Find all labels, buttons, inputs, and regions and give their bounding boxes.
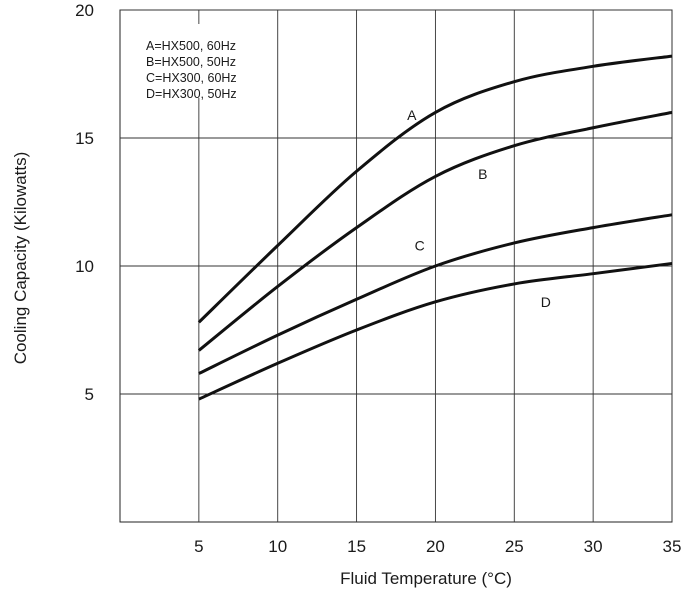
series-line-A — [197, 54, 673, 324]
legend-entry: C=HX300, 60Hz — [146, 71, 237, 85]
x-axis-title: Fluid Temperature (°C) — [340, 569, 512, 588]
series-line-B — [197, 110, 673, 352]
legend-entry: B=HX500, 50Hz — [146, 55, 236, 69]
x-tick-label: 5 — [194, 537, 203, 556]
series-line-C — [198, 213, 673, 375]
series-line-D — [198, 261, 673, 401]
x-tick-label: 30 — [584, 537, 603, 556]
x-tick-label: 10 — [268, 537, 287, 556]
x-tick-label: 35 — [663, 537, 682, 556]
y-axis-title: Cooling Capacity (Kilowatts) — [11, 152, 30, 365]
y-tick-label: 5 — [85, 385, 94, 404]
curves — [197, 54, 673, 401]
y-tick-label: 10 — [75, 257, 94, 276]
curve-label-C: C — [415, 238, 425, 254]
x-tick-label: 15 — [347, 537, 366, 556]
curve-label-B: B — [478, 166, 487, 182]
y-tick-labels: 5 10 15 20 — [75, 1, 94, 404]
curve-labels: A B C D — [407, 107, 551, 310]
legend-box — [132, 24, 272, 98]
y-tick-label: 15 — [75, 129, 94, 148]
x-tick-label: 20 — [426, 537, 445, 556]
legend-entry: A=HX500, 60Hz — [146, 39, 236, 53]
x-tick-labels: 5 10 15 20 25 30 35 — [194, 537, 681, 556]
curve-label-D: D — [541, 294, 551, 310]
y-tick-label: 20 — [75, 1, 94, 20]
curve-label-A: A — [407, 107, 417, 123]
legend: A=HX500, 60Hz B=HX500, 50Hz C=HX300, 60Hz D… — [132, 24, 272, 101]
legend-entry: D=HX300, 50Hz — [146, 87, 237, 101]
x-tick-label: 25 — [505, 537, 524, 556]
